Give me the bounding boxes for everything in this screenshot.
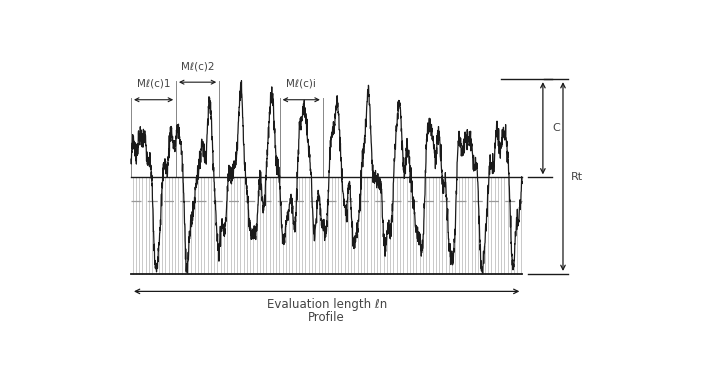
Text: C: C xyxy=(552,123,560,133)
Text: Profile: Profile xyxy=(308,311,345,324)
Text: Mℓ(c)1: Mℓ(c)1 xyxy=(137,78,170,88)
Text: Mℓ(c)i: Mℓ(c)i xyxy=(286,78,316,88)
Text: Mℓ(c)2: Mℓ(c)2 xyxy=(181,62,215,72)
Text: Evaluation length ℓn: Evaluation length ℓn xyxy=(266,298,387,311)
Text: Rt: Rt xyxy=(571,171,583,182)
